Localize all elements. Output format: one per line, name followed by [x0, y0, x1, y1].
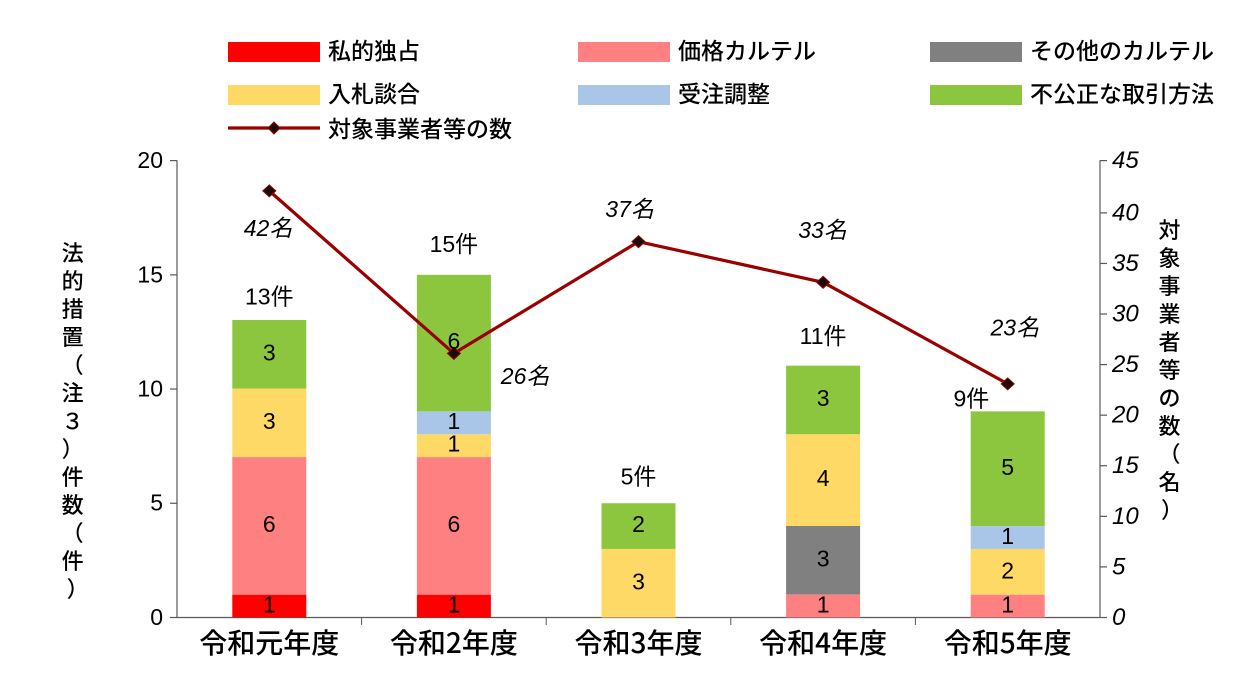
svg-text:20: 20 — [137, 147, 163, 173]
svg-text:5: 5 — [150, 490, 163, 516]
svg-text:3: 3 — [263, 339, 276, 365]
svg-text:6: 6 — [448, 328, 461, 354]
svg-text:不公正な取引方法: 不公正な取引方法 — [1030, 75, 1214, 109]
svg-text:6: 6 — [448, 511, 461, 537]
svg-text:2: 2 — [1001, 557, 1014, 583]
svg-text:15: 15 — [1112, 452, 1139, 479]
svg-text:15: 15 — [137, 261, 163, 287]
svg-text:令和4年度: 令和4年度 — [759, 622, 887, 662]
svg-text:37名: 37名 — [605, 196, 654, 222]
svg-text:令和元年度: 令和元年度 — [199, 622, 339, 662]
svg-text:1: 1 — [1001, 592, 1014, 618]
svg-text:5: 5 — [1001, 454, 1014, 480]
svg-text:令和5年度: 令和5年度 — [944, 622, 1072, 662]
svg-text:令和2年度: 令和2年度 — [390, 622, 518, 662]
svg-text:35: 35 — [1112, 250, 1139, 277]
svg-text:3: 3 — [632, 568, 645, 594]
svg-text:23名: 23名 — [990, 315, 1040, 341]
svg-text:私的独占: 私的独占 — [328, 32, 420, 66]
svg-text:10: 10 — [137, 376, 163, 402]
svg-text:受注調整: 受注調整 — [678, 75, 770, 109]
svg-text:対 象 事 業: 対 象 事 業 者 等 の 数 （ 名 ） — [1159, 213, 1186, 525]
svg-text:13件: 13件 — [245, 284, 294, 310]
svg-text:30: 30 — [1112, 301, 1139, 328]
svg-text:33名: 33名 — [798, 217, 847, 243]
svg-text:対象事業者等の数: 対象事業者等の数 — [328, 110, 512, 144]
svg-text:20: 20 — [1111, 402, 1139, 429]
svg-text:3: 3 — [817, 545, 830, 571]
svg-text:2: 2 — [632, 511, 645, 537]
svg-text:5: 5 — [1112, 553, 1126, 580]
svg-text:26名: 26名 — [500, 363, 550, 389]
svg-text:1: 1 — [817, 592, 830, 618]
svg-text:45: 45 — [1112, 147, 1139, 174]
svg-text:1: 1 — [263, 592, 276, 618]
svg-text:15件: 15件 — [430, 231, 479, 257]
svg-text:11件: 11件 — [800, 323, 847, 349]
svg-text:25: 25 — [1111, 351, 1139, 378]
svg-text:3: 3 — [817, 385, 830, 411]
svg-text:0: 0 — [150, 604, 163, 630]
svg-text:1: 1 — [448, 592, 461, 618]
svg-text:価格カルテル: 価格カルテル — [678, 32, 816, 66]
svg-text:5件: 5件 — [621, 464, 657, 490]
svg-text:3: 3 — [263, 408, 276, 434]
svg-text:1: 1 — [1001, 523, 1014, 549]
svg-text:9件: 9件 — [954, 386, 990, 412]
svg-text:その他のカルテル: その他のカルテル — [1030, 32, 1214, 66]
svg-text:42名: 42名 — [244, 215, 293, 241]
svg-text:6: 6 — [263, 511, 276, 537]
svg-text:0: 0 — [1112, 604, 1126, 631]
svg-text:10: 10 — [1112, 503, 1139, 530]
svg-text:入札談合: 入札談合 — [328, 75, 420, 109]
svg-text:4: 4 — [817, 465, 830, 491]
svg-text:40: 40 — [1112, 199, 1139, 226]
svg-text:1: 1 — [448, 431, 461, 457]
svg-text:令和3年度: 令和3年度 — [575, 622, 703, 662]
svg-text:1: 1 — [448, 408, 461, 434]
svg-text:法 的 措 置: 法 的 措 置 （ 注 ３ ） 件 数 （ 件 ） — [62, 236, 119, 604]
